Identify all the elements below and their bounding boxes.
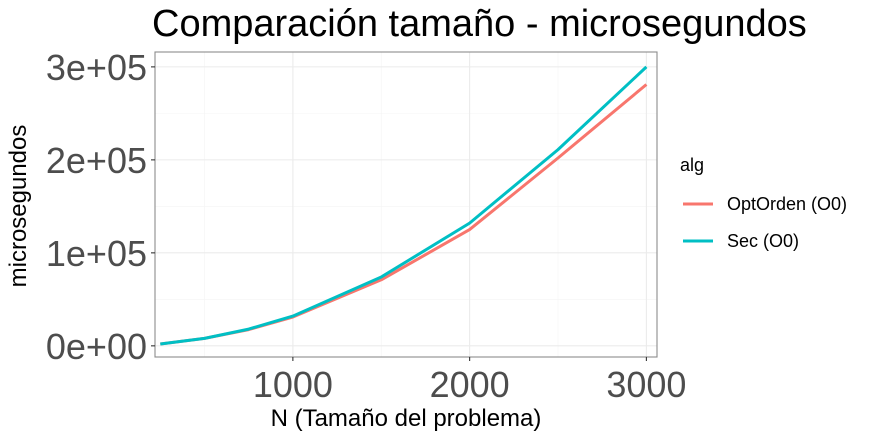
axis-ticks: 1000 2000 3000 0e+00 1e+05 2e+05 3e+05 (46, 47, 687, 405)
panel-border (154, 51, 658, 358)
y-tick-label: 3e+05 (46, 47, 147, 88)
x-tick-label: 2000 (430, 364, 510, 405)
grid (155, 52, 657, 357)
x-tick-label: 3000 (606, 364, 686, 405)
x-tick-label: 1000 (253, 364, 333, 405)
x-axis-title: N (Tamaño del problema) (271, 405, 542, 432)
series-lines (160, 65, 648, 346)
legend: alg OptOrden (O0) Sec (O0) (680, 155, 847, 251)
series-line-sec-o0 (160, 65, 648, 346)
y-tick-label: 2e+05 (46, 140, 147, 181)
legend-label-optorden: OptOrden (O0) (727, 194, 847, 214)
legend-title: alg (680, 155, 704, 175)
series-line-optorden-o0 (160, 83, 648, 346)
y-tick-label: 0e+00 (46, 326, 147, 367)
chart-title: Comparación tamaño - microsegundos (152, 3, 807, 45)
y-axis-title: microsegundos (5, 125, 32, 288)
legend-label-sec: Sec (O0) (727, 231, 799, 251)
y-tick-label: 1e+05 (46, 233, 147, 274)
